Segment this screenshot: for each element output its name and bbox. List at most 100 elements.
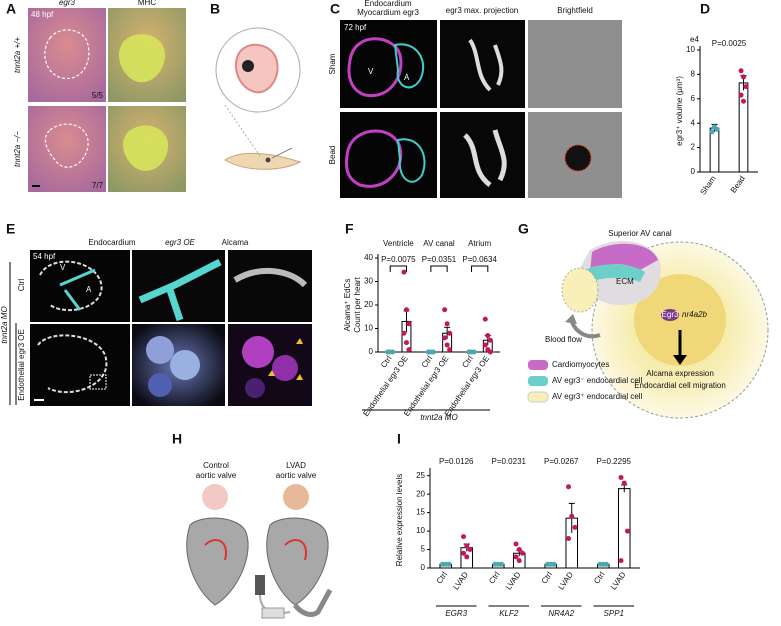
p-value: P=0.0634 xyxy=(462,255,497,264)
data-point xyxy=(624,528,630,534)
data-point xyxy=(447,347,453,353)
x-tick-label: Ctrl xyxy=(435,570,450,586)
data-point xyxy=(743,84,749,90)
column-title: Alcama xyxy=(222,238,249,247)
legend-text: AV egr3⁻ endocardial cell xyxy=(552,376,643,385)
data-point xyxy=(566,484,572,490)
valve-title: Control xyxy=(203,461,229,470)
row-label: tnnt2a −/− xyxy=(13,131,22,167)
data-point xyxy=(401,330,407,336)
panel-g-diagram xyxy=(527,240,769,419)
x-tick-label: LVAD xyxy=(609,570,628,591)
data-point xyxy=(551,561,557,567)
data-point xyxy=(513,541,519,547)
group-label: EGR3 xyxy=(445,609,467,618)
x-tick-label: Sham xyxy=(699,174,719,197)
panel-a-images xyxy=(28,8,186,192)
y-axis-label: Alcama⁺ EdCs xyxy=(343,279,352,332)
y-axis-label: Relative expression levels xyxy=(395,474,404,567)
data-point xyxy=(566,535,572,541)
y-tick-label: 0 xyxy=(369,347,374,356)
data-point xyxy=(569,513,575,519)
data-point xyxy=(487,337,493,343)
data-point xyxy=(516,547,522,553)
panel-label: F xyxy=(345,221,354,237)
outcome-label: Endocardial cell migration xyxy=(634,381,726,390)
row-label: Sham xyxy=(328,53,337,74)
p-value: P=0.2295 xyxy=(597,457,632,466)
group-label: tnnt2a MO xyxy=(0,306,9,343)
data-point xyxy=(485,333,491,339)
y-tick-label: 0 xyxy=(691,167,696,176)
data-point xyxy=(442,335,448,341)
y-tick-label: 25 xyxy=(416,471,425,480)
panel-label: D xyxy=(700,1,710,17)
data-point xyxy=(618,475,624,481)
group-label: KLF2 xyxy=(499,609,519,618)
y-tick-label: 30 xyxy=(364,277,373,286)
row-label: Endothelial egr3 OE xyxy=(17,329,26,401)
group-label: Ventricle xyxy=(383,239,414,248)
group-label: Atrium xyxy=(468,239,491,248)
valve-title: aortic valve xyxy=(196,471,237,480)
panel-label: G xyxy=(518,221,529,237)
significance-bracket xyxy=(430,265,448,272)
panel-b-drawing xyxy=(215,27,302,170)
data-point xyxy=(482,316,488,322)
data-point xyxy=(444,321,450,327)
p-value: P=0.0025 xyxy=(712,39,747,48)
column-title: egr3 OE xyxy=(165,238,195,247)
legend-text: Endocardium xyxy=(364,0,411,8)
data-point xyxy=(482,342,488,348)
x-tick-label: Ctrl xyxy=(420,354,435,370)
stage-label: 48 hpf xyxy=(31,10,54,19)
panel-c-images xyxy=(340,20,622,198)
y-axis-label: Count per heart xyxy=(353,276,362,332)
x-tick-label: LVAD xyxy=(556,570,575,591)
flow-label: Blood flow xyxy=(545,335,582,344)
data-point xyxy=(498,561,504,567)
valve-title: aortic valve xyxy=(276,471,317,480)
x-tick-label: Ctrl xyxy=(487,570,502,586)
axis-exponent: e4 xyxy=(690,35,699,44)
data-point xyxy=(466,349,472,355)
row-label: Ctrl xyxy=(17,279,26,292)
bar xyxy=(617,488,631,569)
chamber-label: V xyxy=(368,67,374,76)
data-point xyxy=(403,340,409,346)
group-label: NR4A2 xyxy=(548,609,574,618)
panel-label: I xyxy=(397,431,401,447)
data-point xyxy=(390,349,396,355)
data-point xyxy=(425,349,431,355)
valve-title: LVAD xyxy=(286,461,306,470)
p-value: P=0.0267 xyxy=(544,457,579,466)
panel-label: A xyxy=(6,1,16,17)
data-point xyxy=(471,349,477,355)
data-point xyxy=(406,347,412,353)
y-tick-label: 10 xyxy=(364,324,373,333)
x-tick-label: Ctrl xyxy=(460,354,475,370)
count-label: 5/5 xyxy=(92,91,104,100)
legend-text: Myocardium egr3 xyxy=(357,8,419,17)
panel-label: C xyxy=(330,1,340,17)
x-tick-label: Ctrl xyxy=(540,570,555,586)
data-point xyxy=(714,126,720,132)
region-label: Superior AV canal xyxy=(608,229,672,238)
data-point xyxy=(442,307,448,313)
panel-h-drawing xyxy=(186,484,333,619)
data-point xyxy=(741,74,746,80)
data-point xyxy=(487,349,493,355)
y-tick-label: 15 xyxy=(416,508,425,517)
y-tick-label: 8 xyxy=(691,70,696,79)
x-tick-label: Ctrl xyxy=(379,354,394,370)
y-tick-label: 6 xyxy=(691,94,696,103)
y-tick-label: 40 xyxy=(364,253,373,262)
panel-label: H xyxy=(172,431,182,447)
data-point xyxy=(447,330,453,336)
column-title: MHC xyxy=(138,0,156,7)
y-tick-label: 0 xyxy=(421,563,426,572)
data-point xyxy=(618,558,624,564)
data-point xyxy=(461,550,467,556)
data-point xyxy=(572,524,578,530)
